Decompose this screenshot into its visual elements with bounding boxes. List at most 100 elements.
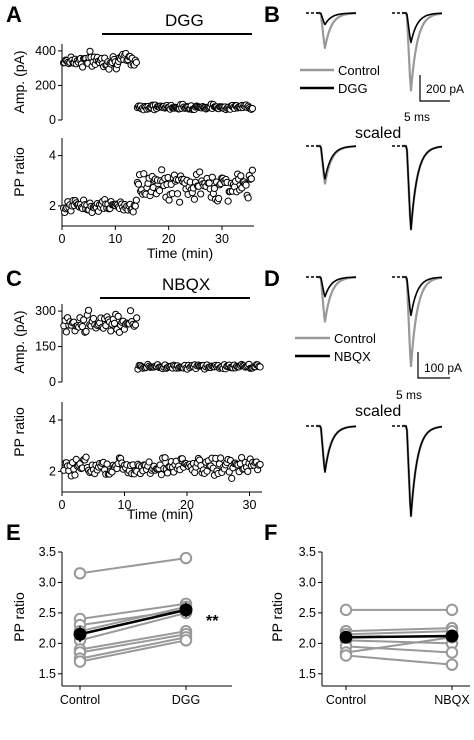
cell-line (79, 602, 187, 620)
drug-label-c: NBQX (162, 275, 210, 294)
amp-data-point (78, 322, 86, 331)
ylabel-e: PP ratio (11, 592, 27, 642)
trace-drug-scaled-pulse2 (402, 145, 443, 231)
pp-data-point (208, 173, 216, 181)
amp-data-point (115, 328, 124, 336)
pp-ytick-label: 4 (49, 413, 56, 427)
amp-ytick-label: 0 (49, 113, 56, 127)
drug-label-a: DGG (165, 11, 204, 30)
legend-control-b: Control (338, 63, 380, 78)
pp-ytick-label: 2 (49, 464, 56, 478)
pp-data-point (238, 453, 246, 462)
ytick-label: 2.5 (299, 606, 316, 620)
panel-c-timecourse: NBQX Amp. (pA) PP ratio Time (min) 0 150 3… (11, 275, 264, 522)
amp-data-point (114, 312, 122, 320)
cell-point-drug (179, 551, 193, 565)
amp-data-point (86, 47, 94, 55)
pp-data-point (237, 172, 245, 180)
cell-point-control (339, 649, 353, 662)
cell-line (79, 605, 187, 633)
category-label: NBQX (434, 693, 470, 707)
ytick-label: 3.0 (39, 575, 56, 589)
pp-data-point (197, 190, 205, 198)
amp-ytick-label: 300 (35, 304, 56, 318)
pp-data-point (244, 467, 252, 475)
pp-data-point (205, 179, 213, 187)
cell-point-control (73, 567, 87, 580)
ytick-label: 1.5 (39, 667, 56, 681)
scale-time-d: 5 ms (396, 388, 422, 402)
panel-letter-c: C (6, 266, 22, 291)
cell-line (79, 636, 187, 660)
xtick-label: 30 (215, 232, 229, 246)
legend-drug-d: NBQX (334, 349, 371, 364)
xtick-label: 20 (180, 498, 194, 512)
panel-f-pp-summary: PP ratio 1.5 2.0 2.5 3.0 3.5 Control NBQX (269, 545, 470, 707)
pp-data-point (163, 469, 172, 477)
xtick-label: 0 (59, 232, 66, 246)
trace-drug-scaled-pulse2 (402, 425, 443, 517)
scale-amp-b: 200 pA (426, 82, 464, 96)
cell-line (345, 645, 453, 654)
xtick-label: 20 (162, 232, 176, 246)
mean-point (339, 630, 353, 644)
xlabel-a: Time (min) (147, 245, 213, 261)
xtick-label: 30 (243, 498, 257, 512)
panel-e-pp-summary: PP ratio ** 1.5 2.0 2.5 3.0 3.5 Control DGG (11, 545, 232, 707)
amp-ytick-label: 200 (35, 78, 56, 92)
scale-time-b: 5 ms (404, 110, 430, 124)
scale-bar-d (417, 352, 450, 379)
pp-data-point (210, 184, 219, 193)
cell-line (79, 608, 187, 627)
amp-data-point (133, 314, 141, 322)
mean-line (79, 608, 187, 636)
category-label: Control (326, 693, 366, 707)
scaled-label-b: scaled (355, 125, 401, 142)
trace-drug-pulse2 (402, 12, 443, 44)
pp-data-point (155, 187, 164, 195)
scaled-label-d: scaled (355, 403, 401, 420)
xtick-label: 10 (118, 498, 132, 512)
cell-point-drug (445, 658, 459, 671)
amp-data-point (107, 327, 115, 335)
cell-line (79, 633, 187, 654)
amp-data-point (82, 327, 90, 336)
amp-data-point (132, 58, 140, 66)
pp-data-point (140, 170, 148, 178)
xtick-label: 0 (59, 498, 66, 512)
pp-data-point (228, 474, 236, 482)
trace-control-pulse2 (401, 11, 443, 92)
mean-point (445, 629, 459, 643)
pp-data-point (217, 454, 225, 462)
ytick-label: 3.5 (299, 545, 316, 559)
amp-data-point (80, 316, 88, 324)
ytick-label: 2.0 (299, 636, 316, 650)
pp-data-point (244, 194, 252, 202)
panel-letter-b: B (264, 2, 280, 27)
panel-letter-e: E (6, 520, 21, 545)
pp-data-point (82, 453, 90, 461)
panel-a-timecourse: DGG Amp. (pA) PP ratio Time (min) 020040… (11, 11, 256, 261)
category-label: DGG (172, 693, 200, 707)
pp-ytick-label: 2 (49, 199, 56, 213)
amp-data-point (84, 306, 93, 314)
cell-point-drug (445, 646, 459, 659)
mean-line (345, 634, 453, 639)
trace-drug-pulse1 (316, 12, 356, 26)
pp-data-point (190, 195, 198, 203)
amp-ytick-label: 0 (49, 375, 56, 389)
pp-data-point (161, 454, 169, 462)
ytick-label: 1.5 (299, 667, 316, 681)
ytick-label: 3.5 (39, 545, 56, 559)
cell-line (345, 630, 453, 636)
trace-drug-pulse1 (316, 276, 356, 298)
cell-line (345, 639, 453, 645)
amp-data-point (62, 328, 70, 336)
amp-data-point (126, 307, 135, 315)
pp-data-point (71, 471, 79, 479)
cell-point-drug (445, 603, 459, 617)
legend-drug-b: DGG (338, 81, 368, 96)
pp-data-point (103, 460, 111, 468)
pp-data-point (224, 197, 232, 205)
cell-line (345, 654, 453, 666)
